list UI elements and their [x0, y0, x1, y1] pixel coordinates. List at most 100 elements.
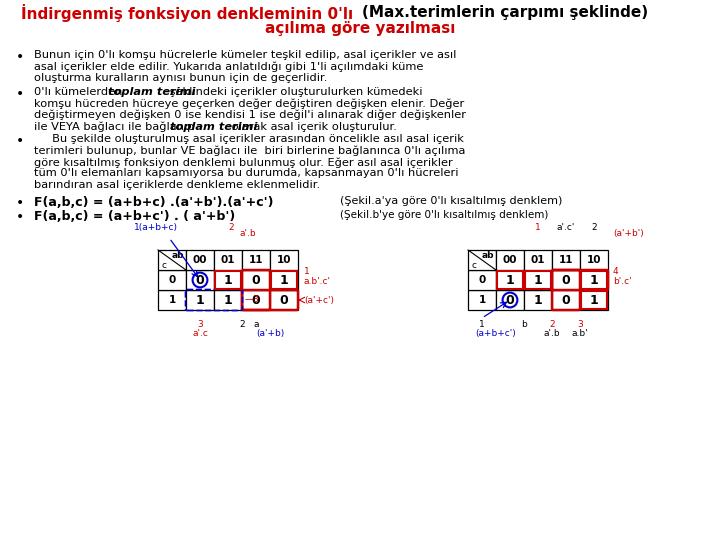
Text: barındıran asal içeriklerde denkleme eklenmelidir.: barındıran asal içeriklerde denkleme ekl… [34, 180, 320, 190]
Text: F(a,b,c) = (a+b+c') . ( a'+b'): F(a,b,c) = (a+b+c') . ( a'+b') [34, 210, 235, 223]
Text: •: • [16, 210, 24, 224]
Text: ab: ab [172, 251, 184, 260]
Bar [524, 250, 552, 270]
Text: a.b'.c': a.b'.c' [304, 276, 331, 286]
Text: toplam terimi: toplam terimi [108, 87, 195, 97]
Text: •: • [16, 87, 24, 101]
Text: b'.c': b'.c' [613, 276, 631, 286]
Text: oluşturma kuralların aynısı bunun için de geçerlidir.: oluşturma kuralların aynısı bunun için d… [34, 73, 328, 83]
Text: 1: 1 [505, 273, 514, 287]
Text: •: • [16, 134, 24, 148]
Text: komşu hücreden hücreye geçerken değer değiştiren değişken elenir. Değer: komşu hücreden hücreye geçerken değer de… [34, 98, 464, 109]
Text: değiştirmeyen değişken 0 ise kendisi 1 ise değil'i alınarak diğer değişkenler: değiştirmeyen değişken 0 ise kendisi 1 i… [34, 110, 466, 120]
Bar [552, 270, 580, 290]
Text: 11: 11 [248, 255, 264, 265]
Text: 1: 1 [590, 273, 598, 287]
Text: açılıma göre yazılması: açılıma göre yazılması [265, 21, 455, 36]
Bar [497, 271, 523, 289]
Text: a: a [253, 320, 258, 329]
Text: b: b [521, 320, 527, 329]
Text: (Şekil.b'ye göre 0'lı kısaltılmış denklem): (Şekil.b'ye göre 0'lı kısaltılmış denkle… [340, 210, 549, 220]
Text: 4: 4 [613, 267, 618, 276]
Bar [468, 250, 496, 270]
Bar [496, 270, 524, 290]
Text: şeklindeki içerikler oluşturulurken kümedeki: şeklindeki içerikler oluşturulurken küme… [166, 87, 423, 97]
Bar [158, 250, 186, 270]
Bar [524, 290, 552, 310]
Bar [524, 270, 552, 290]
Text: 2: 2 [239, 320, 245, 329]
Text: (a'+b'): (a'+b') [613, 229, 644, 238]
Text: 1: 1 [479, 320, 485, 329]
Text: 0: 0 [505, 294, 514, 307]
Text: 1: 1 [168, 295, 176, 305]
Bar [270, 290, 298, 310]
Text: c: c [471, 260, 476, 269]
Text: c: c [161, 260, 166, 269]
Text: a'.b: a'.b [544, 329, 560, 338]
Text: 10: 10 [276, 255, 292, 265]
Bar [214, 250, 242, 270]
Text: 0: 0 [196, 273, 204, 287]
Bar [214, 270, 242, 290]
Text: 0: 0 [251, 273, 261, 287]
Text: Bu şekilde oluşturulmuş asal içerikler arasından öncelikle asıl asal içerik: Bu şekilde oluşturulmuş asal içerikler a… [34, 134, 464, 144]
Text: 0: 0 [562, 294, 570, 307]
Bar [158, 270, 186, 290]
Bar [270, 250, 298, 270]
Text: (a'+c'): (a'+c') [304, 295, 334, 305]
Text: •: • [16, 50, 24, 64]
Bar [186, 290, 214, 310]
Bar [158, 290, 186, 310]
Text: 3: 3 [577, 320, 583, 329]
Text: 1: 1 [304, 267, 310, 276]
Text: •: • [16, 196, 24, 210]
Text: —3: —3 [245, 295, 260, 305]
Text: a'.b: a'.b [239, 229, 256, 238]
Bar [496, 250, 524, 270]
Text: 1: 1 [534, 294, 542, 307]
Text: 0: 0 [279, 294, 289, 307]
Text: İndirgenmiş fonksiyon denkleminin 0'lı: İndirgenmiş fonksiyon denkleminin 0'lı [21, 4, 358, 22]
Bar [580, 290, 608, 310]
Text: 01: 01 [221, 255, 235, 265]
Text: 00: 00 [193, 255, 207, 265]
Bar [552, 250, 580, 270]
Text: 0: 0 [478, 275, 485, 285]
Text: 2: 2 [591, 223, 597, 232]
Bar [581, 291, 607, 309]
Bar [580, 270, 608, 290]
Text: 1: 1 [478, 295, 485, 305]
Text: 11: 11 [559, 255, 573, 265]
Text: a'.c: a'.c [192, 329, 208, 338]
Text: toplam terimi: toplam terimi [170, 122, 257, 132]
Text: 0: 0 [562, 273, 570, 287]
Text: a.b': a.b' [572, 329, 588, 338]
Text: 1: 1 [535, 223, 541, 232]
Text: göre kısaltılmış fonksiyon denklemi bulunmuş olur. Eğer asıl asal içerikler: göre kısaltılmış fonksiyon denklemi bulu… [34, 157, 453, 167]
Text: 2: 2 [228, 223, 233, 232]
Bar [581, 271, 607, 289]
Bar [242, 290, 270, 310]
Text: 1: 1 [534, 273, 542, 287]
Text: olarak asal içerik oluşturulur.: olarak asal içerik oluşturulur. [228, 122, 397, 132]
Text: 10: 10 [587, 255, 601, 265]
Text: (Max.terimlerin çarpımı şeklinde): (Max.terimlerin çarpımı şeklinde) [362, 5, 648, 21]
Bar [214, 290, 242, 310]
Text: 00: 00 [503, 255, 517, 265]
Bar [468, 270, 496, 290]
Text: 0: 0 [168, 275, 176, 285]
Text: 1(a+b+c): 1(a+b+c) [134, 223, 178, 232]
Text: 1: 1 [279, 273, 289, 287]
Text: a'.c': a'.c' [557, 223, 575, 232]
Text: asal içerikler elde edilir. Yukarıda anlatıldığı gibi 1'li açılımdaki küme: asal içerikler elde edilir. Yukarıda anl… [34, 62, 423, 72]
Text: (a'+b): (a'+b) [256, 329, 284, 338]
Bar [468, 290, 496, 310]
Bar [242, 270, 270, 290]
Bar [552, 290, 580, 310]
Text: 1: 1 [196, 294, 204, 307]
Bar [496, 290, 524, 310]
Bar [242, 250, 270, 270]
Text: ile VEYA bağlacı ile bağlanıp: ile VEYA bağlacı ile bağlanıp [34, 122, 198, 132]
Text: 1: 1 [224, 294, 233, 307]
